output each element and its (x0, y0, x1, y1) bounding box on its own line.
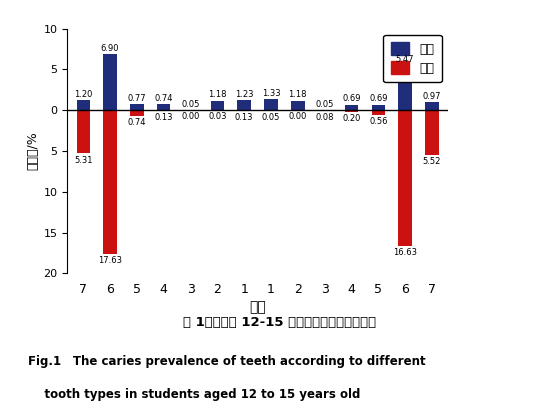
Text: 0.20: 0.20 (342, 114, 361, 123)
Text: 5.52: 5.52 (423, 157, 441, 166)
Text: 0.05: 0.05 (262, 113, 280, 122)
Bar (318, 110, 332, 111)
Bar (398, 66, 412, 110)
Text: Fig.1 The caries prevalence of teeth according to different: Fig.1 The caries prevalence of teeth acc… (28, 355, 426, 368)
Bar (237, 110, 251, 111)
Text: 16.63: 16.63 (393, 248, 417, 257)
Bar (372, 110, 385, 115)
Text: tooth types in students aged 12 to 15 years old: tooth types in students aged 12 to 15 ye… (28, 388, 361, 401)
Bar (425, 110, 438, 155)
Text: 0.05: 0.05 (181, 100, 200, 109)
Text: 0.13: 0.13 (235, 113, 254, 122)
Text: 图 1　江苏省 12-15 岁中学生不同牙位患龋率: 图 1 江苏省 12-15 岁中学生不同牙位患龋率 (184, 316, 376, 329)
Bar (130, 110, 143, 116)
X-axis label: 牙位: 牙位 (249, 300, 266, 314)
Bar (264, 99, 278, 110)
Bar (345, 110, 358, 112)
Text: 1.18: 1.18 (288, 90, 307, 99)
Text: 0.13: 0.13 (155, 113, 173, 122)
Text: 1.20: 1.20 (74, 90, 92, 99)
Text: 0.77: 0.77 (128, 94, 146, 103)
Text: 5.31: 5.31 (74, 155, 92, 164)
Bar (345, 104, 358, 110)
Text: 17.63: 17.63 (98, 256, 122, 265)
Text: 0.69: 0.69 (342, 94, 361, 103)
Text: 0.97: 0.97 (423, 92, 441, 101)
Text: 0.69: 0.69 (369, 94, 388, 103)
Text: 0.74: 0.74 (155, 94, 173, 103)
Text: 0.00: 0.00 (288, 112, 307, 121)
Bar (77, 110, 90, 153)
Text: 1.33: 1.33 (262, 89, 281, 98)
Text: 1.18: 1.18 (208, 90, 227, 99)
Text: 0.00: 0.00 (181, 112, 200, 121)
Bar (264, 110, 278, 111)
Bar (372, 104, 385, 110)
Bar (157, 104, 170, 110)
Bar (104, 110, 117, 254)
Y-axis label: 患龋率/%: 患龋率/% (26, 132, 39, 170)
Legend: 上颌, 下颌: 上颌, 下颌 (383, 35, 442, 82)
Text: 6.90: 6.90 (101, 44, 119, 53)
Text: 0.74: 0.74 (128, 118, 146, 127)
Text: 1.23: 1.23 (235, 90, 254, 99)
Bar (104, 54, 117, 110)
Text: 0.56: 0.56 (369, 117, 388, 126)
Text: 0.03: 0.03 (208, 113, 227, 122)
Text: 0.08: 0.08 (315, 113, 334, 122)
Text: 5.47: 5.47 (396, 55, 414, 64)
Bar (157, 110, 170, 111)
Bar (237, 100, 251, 110)
Bar (425, 102, 438, 110)
Bar (211, 100, 224, 110)
Text: 0.05: 0.05 (315, 100, 334, 109)
Bar (291, 100, 305, 110)
Bar (130, 104, 143, 110)
Bar (77, 100, 90, 110)
Bar (398, 110, 412, 246)
